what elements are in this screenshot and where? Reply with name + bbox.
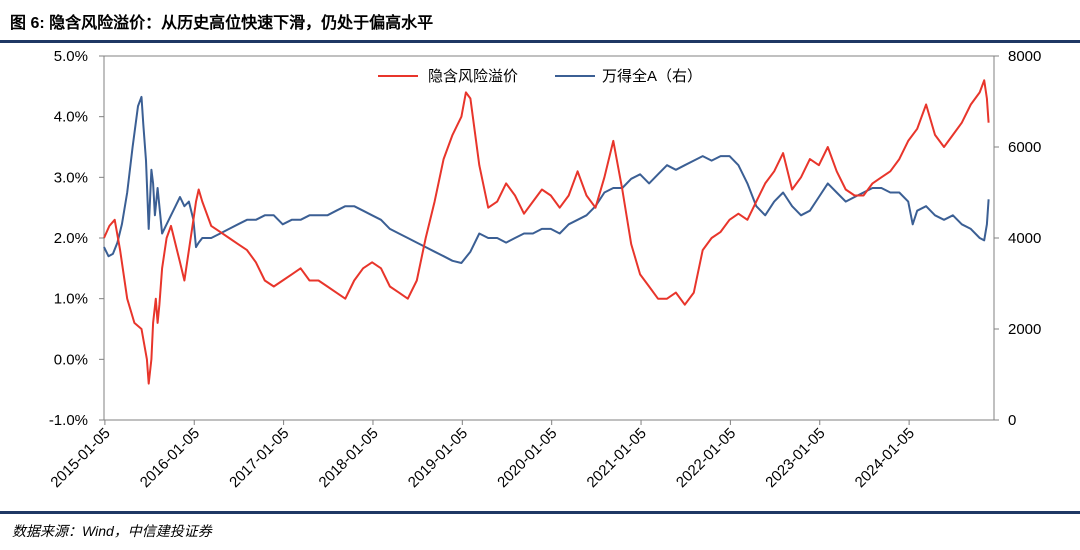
left-y-tick-label: 1.0% [54,291,88,308]
series-line-risk-premium [103,79,990,385]
x-tick-label: 2015-01-05 [47,425,113,491]
x-tick-label: 2020-01-05 [494,425,560,491]
top-rule [0,40,1080,43]
right-y-tick-label: 6000 [1008,139,1041,156]
series-layer [103,79,990,385]
figure-title: 图 6: 隐含风险溢价：从历史高位快速下滑，仍处于偏高水平 [10,15,434,32]
x-tick-label: 2018-01-05 [316,425,382,491]
right-y-tick-label: 4000 [1008,230,1041,247]
right-y-ticks: 8000 6000 4000 2000 0 [994,48,1041,429]
chart-axes [103,55,995,421]
right-y-tick-label: 0 [1008,412,1016,429]
x-tick-label: 2023-01-05 [762,425,828,491]
legend-label: 隐含风险溢价 [428,68,518,85]
legend-label: 万得全A（右） [602,67,702,85]
right-y-tick-label: 2000 [1008,321,1041,338]
x-tick-label: 2019-01-05 [405,425,471,491]
x-tick-label: 2022-01-05 [673,425,739,491]
x-tick-label: 2016-01-05 [137,425,203,491]
right-y-tick-label: 8000 [1008,48,1041,65]
x-tick-label: 2017-01-05 [226,425,292,491]
left-y-tick-label: 0.0% [54,351,88,368]
left-y-tick-label: -1.0% [49,412,88,429]
bottom-rule [0,511,1080,514]
x-tick-label: 2021-01-05 [584,425,650,491]
left-y-ticks: 5.0% 4.0% 3.0% 2.0% 1.0% 0.0% -1.0% [49,48,104,429]
left-y-tick-label: 2.0% [54,230,88,247]
left-y-tick-label: 5.0% [54,48,88,65]
x-ticks: 2015-01-05 2016-01-05 2017-01-05 2018-01-05… [47,420,918,491]
series-line-wind-all-a [103,95,990,264]
plot-frame [103,55,995,421]
left-y-tick-label: 3.0% [54,169,88,186]
left-y-tick-label: 4.0% [54,109,88,126]
source-note: 数据来源：Wind，中信建投证券 [12,523,212,539]
legend: 隐含风险溢价 万得全A（右） [378,67,702,85]
x-tick-label: 2024-01-05 [852,425,918,491]
